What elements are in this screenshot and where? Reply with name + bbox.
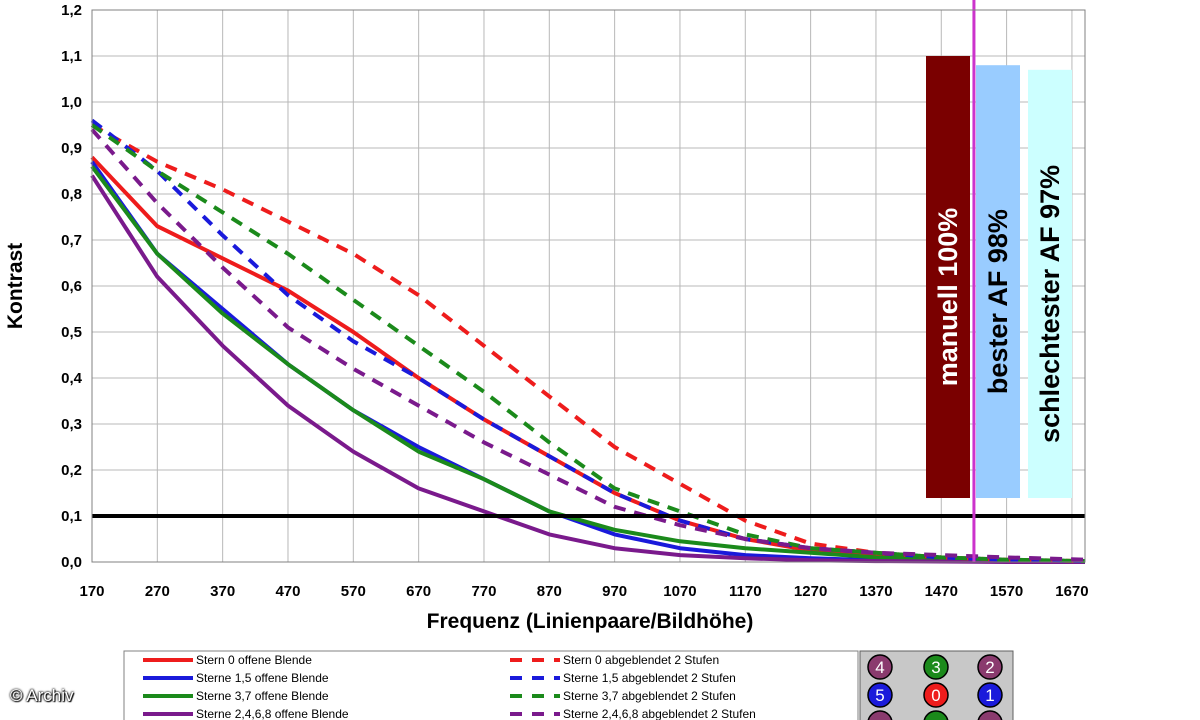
star-badge-label: 5 — [875, 686, 884, 705]
legend-label: Sterne 1,5 abgeblendet 2 Stufen — [563, 671, 736, 685]
legend-label: Stern 0 abgeblendet 2 Stufen — [563, 653, 719, 667]
series-line — [90, 123, 1086, 564]
y-tick-label: 0,0 — [61, 554, 82, 571]
plot-frame — [91, 9, 1086, 563]
x-tick-label: 670 — [406, 583, 431, 600]
x-tick-label: 570 — [341, 583, 366, 600]
y-tick-label: 1,2 — [61, 2, 82, 19]
star-badge — [923, 654, 949, 680]
x-tick-label: 1070 — [663, 583, 696, 600]
legend-label: Sterne 1,5 offene Blende — [196, 671, 329, 685]
x-tick-label: 470 — [275, 583, 300, 600]
x-axis-title: Frequenz (Linienpaare/Bildhöhe) — [427, 610, 754, 633]
star-badge-label: 4 — [875, 658, 884, 677]
x-tick-label: 370 — [210, 583, 235, 600]
legend-label: Sterne 2,4,6,8 abgeblendet 2 Stufen — [563, 707, 756, 720]
y-tick-label: 0,9 — [61, 140, 82, 157]
x-tick-label: 1170 — [729, 583, 762, 600]
ticks: 0,0 0,1 0,2 0,3 0,4 0,5 0,6 0,7 0,8 0,9 1,0 1,1 1,2 1… — [61, 2, 1088, 600]
series-line — [90, 165, 1086, 564]
credit-text: © Archiv — [10, 686, 74, 705]
x-tick-label: 1570 — [990, 583, 1023, 600]
legend-label: Sterne 3,7 offene Blende — [196, 689, 329, 703]
x-tick-label: 170 — [79, 583, 104, 600]
y-tick-label: 1,1 — [61, 48, 82, 65]
star-badge-label: 0 — [931, 686, 940, 705]
legend: Stern 0 offene Blende Sterne 1,5 offene B… — [123, 650, 859, 720]
x-tick-label: 870 — [537, 583, 562, 600]
y-tick-label: 0,8 — [61, 186, 82, 203]
bar-label: schlechtester AF 97% — [1035, 165, 1065, 443]
series-line — [90, 174, 1085, 564]
star-badge — [867, 710, 893, 720]
star-badge-label: 1 — [985, 686, 994, 705]
star-badge — [977, 654, 1003, 680]
star-badge-label: 2 — [985, 658, 994, 677]
legend-label: Stern 0 offene Blende — [196, 653, 312, 667]
y-tick-label: 0,2 — [61, 462, 82, 479]
x-tick-label: 1670 — [1055, 583, 1088, 600]
star-badge — [977, 710, 1003, 720]
bars: manuell 100% bester AF 98% schlechtester A… — [926, 56, 1072, 499]
reference-lines — [92, 0, 1085, 562]
y-tick-label: 0,6 — [61, 278, 82, 295]
star-badge — [923, 682, 949, 708]
x-tick-label: 770 — [471, 583, 496, 600]
y-tick-label: 0,3 — [61, 416, 82, 433]
star-key: 4 3 2 5 0 1 — [859, 650, 1014, 720]
star-badge — [977, 682, 1003, 708]
x-tick-label: 1270 — [794, 583, 827, 600]
bar — [926, 56, 970, 498]
x-tick-label: 970 — [602, 583, 627, 600]
star-badge — [867, 682, 893, 708]
star-badge — [923, 710, 949, 720]
y-tick-label: 0,7 — [61, 232, 82, 249]
y-tick-label: 0,5 — [61, 324, 82, 341]
y-tick-label: 0,4 — [61, 370, 83, 387]
y-tick-label: 0,1 — [61, 508, 82, 525]
star-badge — [867, 654, 893, 680]
bar-label: manuell 100% — [933, 208, 963, 387]
x-tick-label: 1370 — [859, 583, 892, 600]
star-badge-label: 3 — [931, 658, 940, 677]
legend-label: Sterne 3,7 abgeblendet 2 Stufen — [563, 689, 736, 703]
bar — [1028, 69, 1072, 499]
x-tick-label: 1470 — [925, 583, 958, 600]
legend-box — [123, 650, 859, 720]
series-lines — [90, 118, 1086, 564]
x-tick-label: 270 — [145, 583, 170, 600]
series-line — [90, 128, 1086, 562]
bar-label: bester AF 98% — [983, 209, 1013, 394]
legend-label: Sterne 2,4,6,8 offene Blende — [196, 707, 349, 720]
y-tick-label: 1,0 — [61, 94, 82, 111]
bar — [976, 65, 1020, 498]
y-axis-title: Kontrast — [4, 243, 27, 329]
